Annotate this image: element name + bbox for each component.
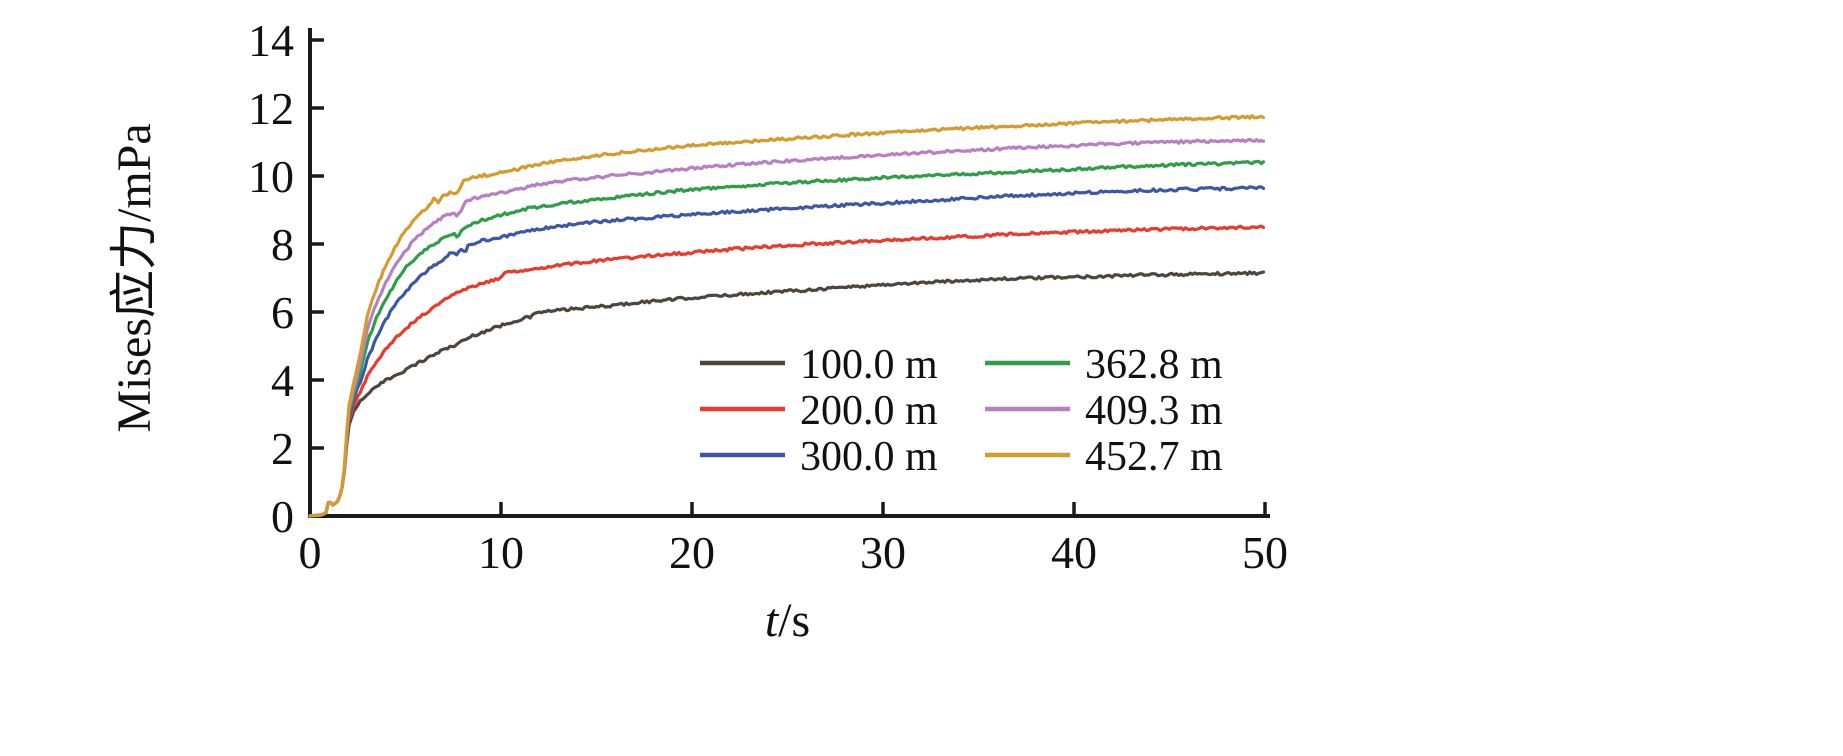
legend-label: 300.0 m bbox=[800, 434, 938, 480]
y-tick-label: 0 bbox=[271, 491, 294, 542]
x-tick-label: 30 bbox=[860, 527, 906, 578]
legend-label: 200.0 m bbox=[800, 388, 938, 434]
series-line-452-7-m bbox=[308, 114, 1266, 518]
x-tick-label: 0 bbox=[299, 527, 322, 578]
series-line-300-0-m bbox=[308, 185, 1266, 518]
y-axis-label: Mises应力/mPa bbox=[108, 123, 161, 432]
series-line-362-8-m bbox=[308, 159, 1266, 518]
series-line-100-0-m bbox=[308, 270, 1266, 518]
y-tick-label: 8 bbox=[271, 219, 294, 270]
x-tick-label: 10 bbox=[478, 527, 524, 578]
legend-label: 362.8 m bbox=[1085, 342, 1223, 388]
y-tick-label: 2 bbox=[271, 423, 294, 474]
y-tick-label: 12 bbox=[248, 83, 294, 134]
y-tick-label: 6 bbox=[271, 287, 294, 338]
x-tick-label: 40 bbox=[1051, 527, 1097, 578]
series-line-409-3-m bbox=[308, 137, 1266, 518]
legend-label: 409.3 m bbox=[1085, 388, 1223, 434]
series-line-200-0-m bbox=[308, 224, 1266, 518]
y-tick-label: 4 bbox=[271, 355, 294, 406]
x-axis-label: t/s bbox=[765, 594, 810, 647]
y-tick-label: 10 bbox=[248, 151, 294, 202]
x-tick-label: 20 bbox=[669, 527, 715, 578]
legend-label: 452.7 m bbox=[1085, 434, 1223, 480]
y-tick-label: 14 bbox=[248, 15, 294, 66]
legend-label: 100.0 m bbox=[800, 342, 938, 388]
x-tick-label: 50 bbox=[1242, 527, 1288, 578]
